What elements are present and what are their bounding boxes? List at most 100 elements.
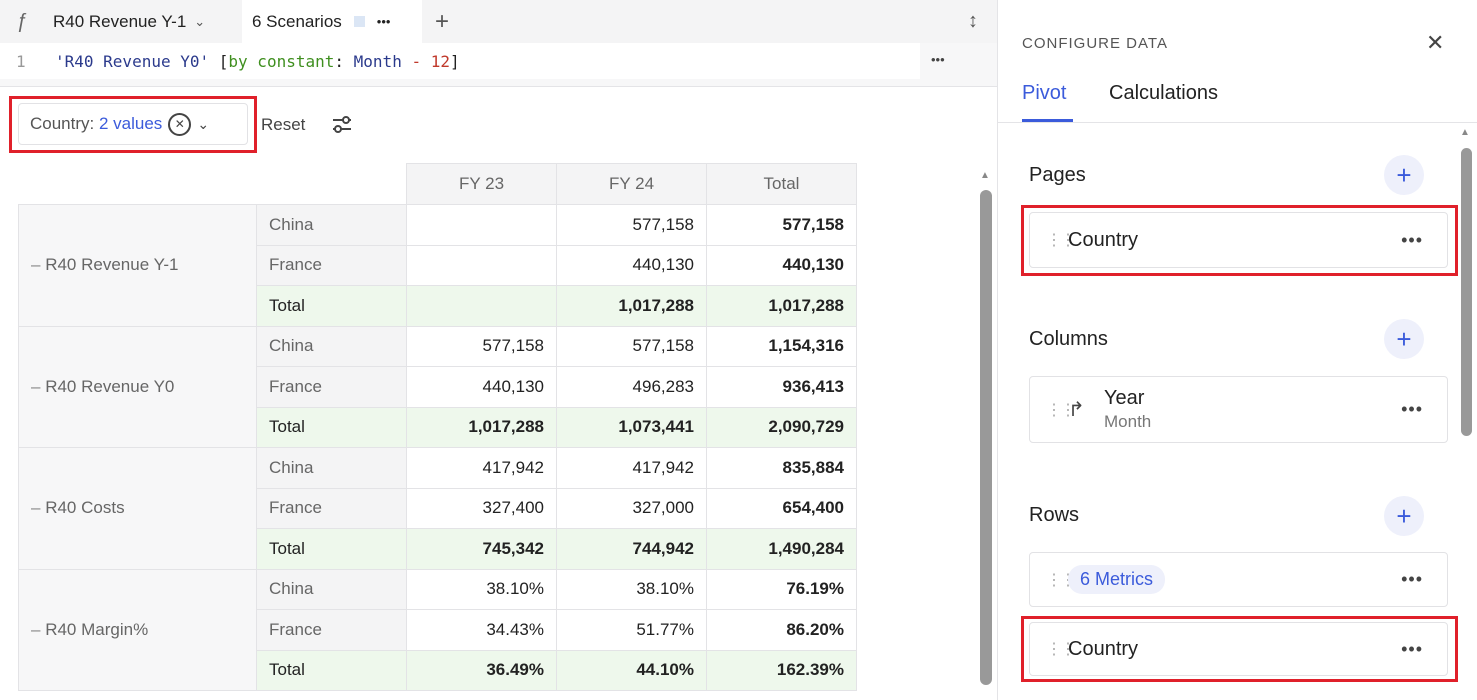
value-cell[interactable]: 1,073,441 [556, 406, 707, 448]
value-cell[interactable]: 51.77% [556, 609, 707, 651]
value-cell[interactable]: 36.49% [406, 649, 557, 691]
value-cell[interactable]: 440,130 [406, 366, 557, 408]
value-cell[interactable]: 327,000 [556, 487, 707, 529]
add-row-button[interactable]: + [1384, 496, 1424, 536]
country-filter[interactable]: Country: 2 values ✕ ⌄ [18, 103, 248, 145]
panel-scrollbar[interactable] [1461, 148, 1472, 436]
table-row: – R40 Revenue Y-1 China 577,158 577,158 [18, 204, 857, 327]
value-cell[interactable]: 162.39% [706, 649, 857, 691]
tab-pivot[interactable]: Pivot [1022, 82, 1067, 104]
metric-row-header[interactable]: – R40 Margin% [18, 568, 257, 691]
scroll-up-icon[interactable]: ▲ [980, 170, 990, 181]
value-cell[interactable]: 440,130 [706, 244, 857, 286]
chevron-down-icon[interactable]: ⌄ [197, 115, 210, 132]
country-cell: Total [256, 285, 407, 327]
tab-calculations[interactable]: Calculations [1109, 82, 1218, 104]
table-row: Total 1,017,288 1,073,441 2,090,729 [19, 406, 857, 448]
country-cell: France [256, 487, 407, 529]
table-row: France 440,130 440,130 [19, 244, 857, 286]
value-cell[interactable] [406, 244, 557, 286]
drag-handle-icon[interactable]: ⋮⋮ [1046, 641, 1076, 658]
scroll-up-icon[interactable]: ▲ [1460, 127, 1470, 138]
metric-label: R40 Costs [45, 498, 125, 518]
value-cell[interactable]: 835,884 [706, 447, 857, 489]
metric-label: R40 Revenue Y0 [45, 376, 175, 396]
drag-handle-icon[interactable]: ⋮⋮ [1046, 232, 1076, 249]
more-button[interactable]: ••• [1401, 569, 1423, 589]
value-cell[interactable] [406, 285, 557, 327]
time-offset-icon: ↱ [1068, 399, 1085, 421]
highlight-box [1021, 616, 1458, 682]
more-button[interactable]: ••• [1401, 229, 1423, 250]
value-cell[interactable]: 654,400 [706, 487, 857, 529]
tab-r40-revenue[interactable]: R40 Revenue Y-1 ⌄ [53, 0, 205, 43]
more-icon[interactable]: ••• [376, 14, 391, 29]
active-tab-indicator [1022, 119, 1073, 122]
tab-label: 6 Scenarios [252, 11, 342, 31]
item-sublabel: Month [1104, 412, 1152, 432]
add-column-button[interactable]: + [1384, 319, 1424, 359]
value-cell[interactable]: 327,400 [406, 487, 557, 529]
rows-item-country[interactable]: ⋮⋮ Country ••• [1029, 622, 1448, 676]
table-scrollbar[interactable] [980, 190, 992, 685]
value-cell[interactable]: 577,158 [706, 204, 857, 246]
highlight-box [1021, 205, 1458, 276]
value-cell[interactable]: 38.10% [556, 568, 707, 610]
line-number: 1 [16, 51, 26, 71]
value-cell[interactable]: 417,942 [406, 447, 557, 489]
tab-scenarios[interactable]: 6 Scenarios ••• [242, 0, 422, 43]
more-button[interactable]: ••• [1401, 638, 1423, 659]
expand-icon[interactable]: ↕ [968, 10, 978, 32]
color-square-icon [353, 16, 365, 27]
drag-handle-icon[interactable]: ⋮⋮ [1046, 571, 1076, 589]
value-cell[interactable]: 2,090,729 [706, 406, 857, 448]
value-cell[interactable]: 1,490,284 [706, 528, 857, 570]
value-cell[interactable]: 1,017,288 [706, 285, 857, 327]
metrics-badge: 6 Metrics [1068, 565, 1166, 594]
close-button[interactable]: ✕ [1426, 30, 1445, 55]
table-row: Total 36.49% 44.10% 162.39% [19, 649, 857, 691]
add-tab-button[interactable]: + [435, 7, 450, 35]
settings-sliders-icon[interactable] [331, 113, 353, 135]
add-page-button[interactable]: + [1384, 155, 1424, 195]
value-cell[interactable]: 1,017,288 [406, 406, 557, 448]
pages-item-country[interactable]: ⋮⋮ Country ••• [1029, 212, 1448, 268]
metric-row-header[interactable]: – R40 Revenue Y0 [18, 325, 257, 448]
value-cell[interactable]: 577,158 [556, 325, 707, 367]
formula-input[interactable]: 1 'R40 Revenue Y0' [by constant: Month -… [0, 43, 920, 79]
divider [998, 122, 1477, 123]
value-cell[interactable]: 577,158 [556, 204, 707, 246]
metric-row-header[interactable]: – R40 Costs [18, 447, 257, 570]
value-cell[interactable]: 496,283 [556, 366, 707, 408]
drag-handle-icon[interactable]: ⋮⋮ [1046, 401, 1076, 419]
table-row: France 34.43% 51.77% 86.20% [19, 609, 857, 651]
value-cell[interactable]: 577,158 [406, 325, 557, 367]
formula-bracket: ] [450, 51, 460, 71]
more-button[interactable]: ••• [1401, 399, 1423, 419]
tab-label: R40 Revenue Y-1 [53, 11, 187, 31]
value-cell[interactable]: 440,130 [556, 244, 707, 286]
country-cell: France [256, 609, 407, 651]
value-cell[interactable]: 38.10% [406, 568, 557, 610]
value-cell[interactable]: 1,154,316 [706, 325, 857, 367]
value-cell[interactable]: 86.20% [706, 609, 857, 651]
value-cell[interactable]: 44.10% [556, 649, 707, 691]
columns-item-year[interactable]: ⋮⋮ ↱ Year Month ••• [1029, 376, 1448, 443]
value-cell[interactable]: 936,413 [706, 366, 857, 408]
value-cell[interactable]: 417,942 [556, 447, 707, 489]
value-cell[interactable] [406, 204, 557, 246]
metric-row-header[interactable]: – R40 Revenue Y-1 [18, 204, 257, 327]
table-row: – R40 Revenue Y0 China 577,158 577,158 1,154… [18, 325, 857, 448]
value-cell[interactable]: 744,942 [556, 528, 707, 570]
reset-button[interactable]: Reset [261, 115, 306, 134]
value-cell[interactable]: 745,342 [406, 528, 557, 570]
country-cell: China [256, 568, 407, 610]
filter-value: 2 values [98, 114, 163, 133]
value-cell[interactable]: 1,017,288 [556, 285, 707, 327]
rows-item-metrics[interactable]: ⋮⋮ 6 Metrics ••• [1029, 552, 1448, 607]
value-cell[interactable]: 76.19% [706, 568, 857, 610]
formula-more-button[interactable]: ••• [931, 52, 945, 67]
panel-title: CONFIGURE DATA [1022, 35, 1168, 52]
value-cell[interactable]: 34.43% [406, 609, 557, 651]
clear-icon[interactable]: ✕ [168, 112, 192, 136]
